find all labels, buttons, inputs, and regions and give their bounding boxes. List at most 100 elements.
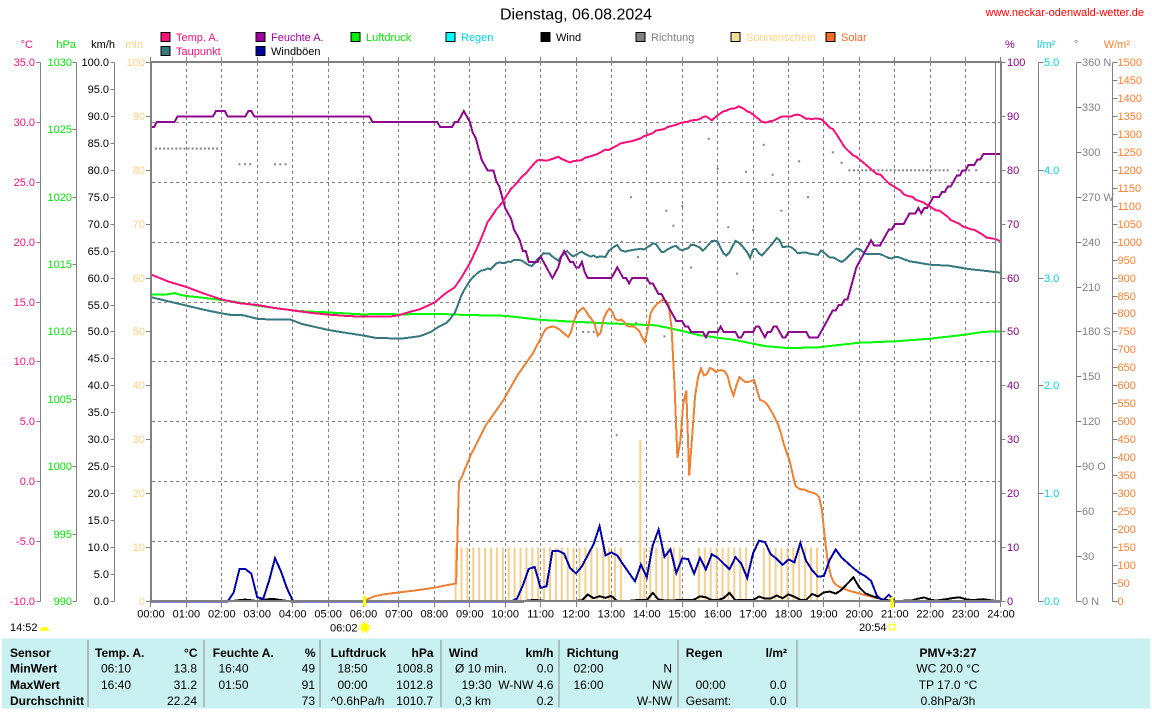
svg-text:%: % (305, 646, 316, 660)
svg-text:02:00: 02:00 (574, 662, 604, 676)
svg-text:25.0: 25.0 (88, 461, 109, 473)
svg-text:22:00: 22:00 (916, 609, 944, 621)
svg-text:800: 800 (1118, 308, 1136, 320)
svg-text:1500: 1500 (1118, 57, 1142, 69)
svg-text:°C: °C (184, 646, 198, 660)
svg-text:100.0: 100.0 (81, 57, 109, 69)
svg-text:700: 700 (1118, 344, 1136, 356)
svg-text:W-NW: W-NW (637, 694, 673, 708)
svg-text:15.0: 15.0 (88, 515, 109, 527)
svg-text:01:50: 01:50 (219, 678, 249, 692)
svg-text:90: 90 (133, 111, 145, 123)
svg-text:300: 300 (1082, 147, 1100, 159)
svg-text:22.24: 22.24 (167, 694, 197, 708)
svg-text:02:00: 02:00 (208, 609, 236, 621)
svg-text:550: 550 (1118, 398, 1136, 410)
svg-text:95.0: 95.0 (88, 84, 109, 96)
svg-text:2.0: 2.0 (1044, 380, 1059, 392)
svg-text:5.0: 5.0 (20, 416, 35, 428)
svg-text:90: 90 (1007, 111, 1019, 123)
svg-text:18:50: 18:50 (338, 662, 368, 676)
svg-text:NW: NW (652, 678, 673, 692)
svg-text:650: 650 (1118, 362, 1136, 374)
svg-text:45.0: 45.0 (88, 353, 109, 365)
svg-text:0: 0 (1118, 596, 1124, 608)
svg-text:1012.8: 1012.8 (396, 678, 433, 692)
svg-text:70: 70 (133, 219, 145, 231)
svg-text:Luftdruck: Luftdruck (366, 32, 412, 44)
svg-text:Temp. A.: Temp. A. (95, 646, 144, 660)
svg-text:16:40: 16:40 (219, 662, 249, 676)
svg-text:100: 100 (1118, 560, 1136, 572)
svg-text:1.0: 1.0 (1044, 488, 1059, 500)
svg-text:400: 400 (1118, 452, 1136, 464)
svg-text:TP 17.0 °C: TP 17.0 °C (919, 678, 978, 692)
svg-text:21:00: 21:00 (881, 609, 909, 621)
svg-text:1000: 1000 (1118, 237, 1142, 249)
svg-text:40.0: 40.0 (88, 380, 109, 392)
svg-text:Feuchte A.: Feuchte A. (213, 646, 274, 660)
svg-text:200: 200 (1118, 524, 1136, 536)
svg-text:5.0: 5.0 (94, 569, 109, 581)
svg-text:15.0: 15.0 (14, 297, 35, 309)
svg-text:23:00: 23:00 (952, 609, 980, 621)
svg-text:PMV+3:27: PMV+3:27 (919, 646, 976, 660)
svg-text:Taupunkt: Taupunkt (176, 46, 221, 58)
svg-text:1010: 1010 (48, 326, 72, 338)
svg-text:00:00: 00:00 (696, 678, 726, 692)
svg-text:13:00: 13:00 (598, 609, 626, 621)
svg-text:49: 49 (302, 662, 316, 676)
svg-text:20: 20 (1007, 488, 1019, 500)
svg-text:600: 600 (1118, 380, 1136, 392)
svg-text:850: 850 (1118, 291, 1136, 303)
svg-text:73: 73 (302, 694, 316, 708)
svg-text:1030: 1030 (48, 57, 72, 69)
svg-text:08:00: 08:00 (421, 609, 449, 621)
svg-text:hPa: hPa (411, 646, 433, 660)
svg-text:%: % (1005, 39, 1015, 51)
svg-text:0,3 km: 0,3 km (455, 694, 491, 708)
svg-text:10:00: 10:00 (491, 609, 519, 621)
svg-text:17:00: 17:00 (739, 609, 767, 621)
svg-text:5.0: 5.0 (1044, 57, 1059, 69)
svg-text:^0.6hPa/h: ^0.6hPa/h (331, 694, 385, 708)
svg-text:1100: 1100 (1118, 201, 1142, 213)
svg-text:06:10: 06:10 (101, 662, 131, 676)
svg-text:hPa: hPa (56, 39, 76, 51)
svg-text:250: 250 (1118, 506, 1136, 518)
svg-text:25.0: 25.0 (14, 177, 35, 189)
svg-text:Sensor: Sensor (10, 646, 51, 660)
svg-text:W/m²: W/m² (1104, 39, 1131, 51)
svg-text:1350: 1350 (1118, 111, 1142, 123)
svg-text:150: 150 (1118, 542, 1136, 554)
svg-text:80: 80 (1007, 165, 1019, 177)
svg-text:40: 40 (133, 380, 145, 392)
svg-text:0.0: 0.0 (20, 476, 35, 488)
svg-text:Sonnenschein: Sonnenschein (746, 32, 816, 44)
svg-text:18:00: 18:00 (775, 609, 803, 621)
svg-text:km/h: km/h (525, 646, 553, 660)
svg-text:0.0: 0.0 (94, 596, 109, 608)
svg-text:1050: 1050 (1118, 219, 1142, 231)
svg-text:1400: 1400 (1118, 93, 1142, 105)
svg-text:Richtung: Richtung (651, 32, 694, 44)
svg-text:300: 300 (1118, 488, 1136, 500)
svg-text:Temp. A.: Temp. A. (176, 32, 219, 44)
svg-text:500: 500 (1118, 416, 1136, 428)
svg-text:12:00: 12:00 (562, 609, 590, 621)
svg-text:0: 0 (139, 596, 145, 608)
svg-text:1020: 1020 (48, 192, 72, 204)
svg-text:60.0: 60.0 (88, 273, 109, 285)
svg-text:50: 50 (1007, 326, 1019, 338)
svg-text:WC 20.0 °C: WC 20.0 °C (916, 662, 980, 676)
svg-text:11:00: 11:00 (527, 609, 554, 621)
svg-text:Wind: Wind (556, 32, 581, 44)
svg-text:01:00: 01:00 (173, 609, 201, 621)
svg-text:350: 350 (1118, 470, 1136, 482)
svg-text:950: 950 (1118, 255, 1136, 267)
svg-text:50: 50 (1118, 578, 1130, 590)
svg-text:3.0: 3.0 (1044, 273, 1059, 285)
svg-text:120: 120 (1082, 416, 1100, 428)
svg-text:1200: 1200 (1118, 165, 1142, 177)
svg-text:1008.8: 1008.8 (396, 662, 433, 676)
